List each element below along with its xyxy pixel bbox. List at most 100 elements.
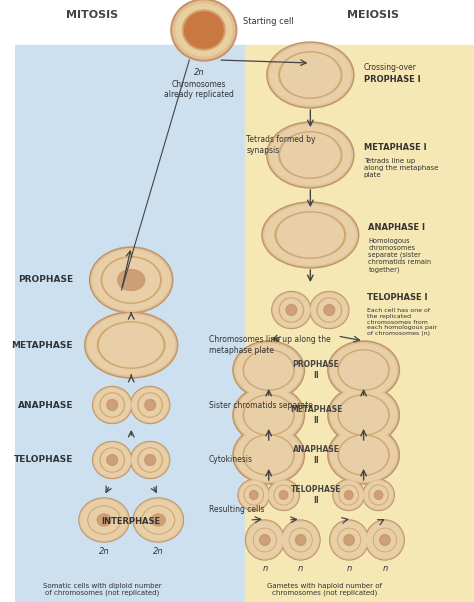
Text: 2n: 2n bbox=[194, 68, 204, 77]
Text: PROPHASE I: PROPHASE I bbox=[364, 75, 420, 84]
Ellipse shape bbox=[330, 520, 368, 560]
Ellipse shape bbox=[374, 491, 383, 500]
Ellipse shape bbox=[331, 344, 397, 396]
Text: MITOSIS: MITOSIS bbox=[66, 10, 118, 20]
Ellipse shape bbox=[131, 441, 170, 479]
Ellipse shape bbox=[107, 400, 118, 411]
Ellipse shape bbox=[366, 521, 403, 559]
Ellipse shape bbox=[233, 386, 304, 444]
Ellipse shape bbox=[88, 506, 120, 534]
Ellipse shape bbox=[90, 247, 173, 313]
Ellipse shape bbox=[328, 426, 400, 484]
Text: Tetrads line up
along the metaphase
plate: Tetrads line up along the metaphase plat… bbox=[364, 158, 438, 178]
Bar bbox=[15, 0, 474, 45]
Ellipse shape bbox=[173, 1, 235, 59]
Ellipse shape bbox=[255, 529, 275, 551]
Ellipse shape bbox=[234, 343, 303, 397]
Ellipse shape bbox=[238, 480, 270, 510]
Ellipse shape bbox=[275, 486, 292, 504]
Text: TELOPHASE I: TELOPHASE I bbox=[366, 294, 427, 302]
Ellipse shape bbox=[338, 395, 389, 435]
Text: PROPHASE: PROPHASE bbox=[18, 276, 73, 285]
Ellipse shape bbox=[101, 394, 123, 416]
Text: Sister chromatids separate: Sister chromatids separate bbox=[209, 400, 312, 409]
Ellipse shape bbox=[133, 444, 168, 477]
Ellipse shape bbox=[274, 485, 293, 505]
Ellipse shape bbox=[133, 388, 168, 421]
Ellipse shape bbox=[277, 213, 343, 256]
Ellipse shape bbox=[236, 429, 301, 481]
Ellipse shape bbox=[283, 522, 318, 558]
Text: ANAPHASE
II: ANAPHASE II bbox=[292, 445, 340, 465]
Ellipse shape bbox=[281, 299, 302, 321]
Ellipse shape bbox=[243, 350, 294, 390]
Ellipse shape bbox=[100, 323, 163, 367]
Text: ANAPHASE I: ANAPHASE I bbox=[368, 223, 426, 232]
Ellipse shape bbox=[270, 45, 351, 105]
Text: n: n bbox=[298, 564, 303, 573]
Ellipse shape bbox=[103, 258, 159, 302]
Ellipse shape bbox=[243, 395, 294, 435]
Ellipse shape bbox=[247, 522, 282, 558]
Ellipse shape bbox=[234, 388, 303, 442]
Ellipse shape bbox=[245, 436, 292, 474]
Ellipse shape bbox=[79, 498, 129, 542]
Ellipse shape bbox=[331, 521, 367, 559]
Ellipse shape bbox=[345, 491, 353, 500]
Ellipse shape bbox=[290, 529, 311, 551]
Text: INTERPHASE: INTERPHASE bbox=[101, 518, 161, 527]
Ellipse shape bbox=[171, 0, 237, 61]
Ellipse shape bbox=[145, 400, 155, 411]
Text: 2n: 2n bbox=[153, 547, 164, 556]
Ellipse shape bbox=[260, 535, 270, 545]
Ellipse shape bbox=[269, 480, 299, 509]
Ellipse shape bbox=[245, 486, 262, 504]
Text: TELOPHASE: TELOPHASE bbox=[14, 456, 73, 465]
Ellipse shape bbox=[275, 212, 346, 258]
Text: Each cell has one of
the replicated
chromosomes from
each homologous pair
of chr: Each cell has one of the replicated chro… bbox=[366, 308, 437, 336]
Ellipse shape bbox=[80, 499, 128, 541]
Text: n: n bbox=[346, 564, 352, 573]
Ellipse shape bbox=[234, 427, 303, 482]
Ellipse shape bbox=[363, 480, 394, 510]
Ellipse shape bbox=[118, 270, 145, 291]
Ellipse shape bbox=[281, 53, 340, 97]
Ellipse shape bbox=[274, 294, 309, 326]
Ellipse shape bbox=[138, 393, 163, 417]
Ellipse shape bbox=[268, 480, 300, 510]
Ellipse shape bbox=[268, 123, 353, 187]
Text: Cytokinesis: Cytokinesis bbox=[209, 456, 253, 465]
Ellipse shape bbox=[134, 499, 182, 541]
Ellipse shape bbox=[139, 394, 161, 416]
Ellipse shape bbox=[328, 386, 400, 444]
Text: Starting cell: Starting cell bbox=[243, 17, 293, 26]
Text: Gametes with haploid number of
chromosomes (not replicated): Gametes with haploid number of chromosom… bbox=[267, 583, 383, 597]
Ellipse shape bbox=[85, 312, 178, 378]
Ellipse shape bbox=[273, 293, 310, 327]
Ellipse shape bbox=[310, 291, 349, 329]
Ellipse shape bbox=[265, 205, 356, 265]
Text: Resulting cells: Resulting cells bbox=[209, 506, 264, 515]
Ellipse shape bbox=[91, 249, 172, 311]
Ellipse shape bbox=[365, 520, 404, 560]
Ellipse shape bbox=[249, 491, 258, 500]
Ellipse shape bbox=[244, 485, 264, 505]
Ellipse shape bbox=[380, 535, 390, 545]
Ellipse shape bbox=[236, 389, 301, 441]
Ellipse shape bbox=[338, 529, 360, 551]
Text: METAPHASE I: METAPHASE I bbox=[364, 143, 426, 152]
Ellipse shape bbox=[89, 507, 119, 533]
Ellipse shape bbox=[334, 480, 364, 509]
Ellipse shape bbox=[132, 442, 169, 477]
Ellipse shape bbox=[312, 294, 347, 326]
Ellipse shape bbox=[94, 388, 131, 423]
Text: n: n bbox=[262, 564, 267, 573]
Ellipse shape bbox=[92, 441, 132, 479]
Ellipse shape bbox=[268, 43, 353, 107]
Ellipse shape bbox=[92, 250, 170, 310]
Ellipse shape bbox=[95, 388, 130, 421]
Ellipse shape bbox=[135, 500, 182, 540]
Ellipse shape bbox=[370, 486, 387, 504]
Ellipse shape bbox=[86, 314, 176, 376]
Ellipse shape bbox=[182, 10, 225, 50]
